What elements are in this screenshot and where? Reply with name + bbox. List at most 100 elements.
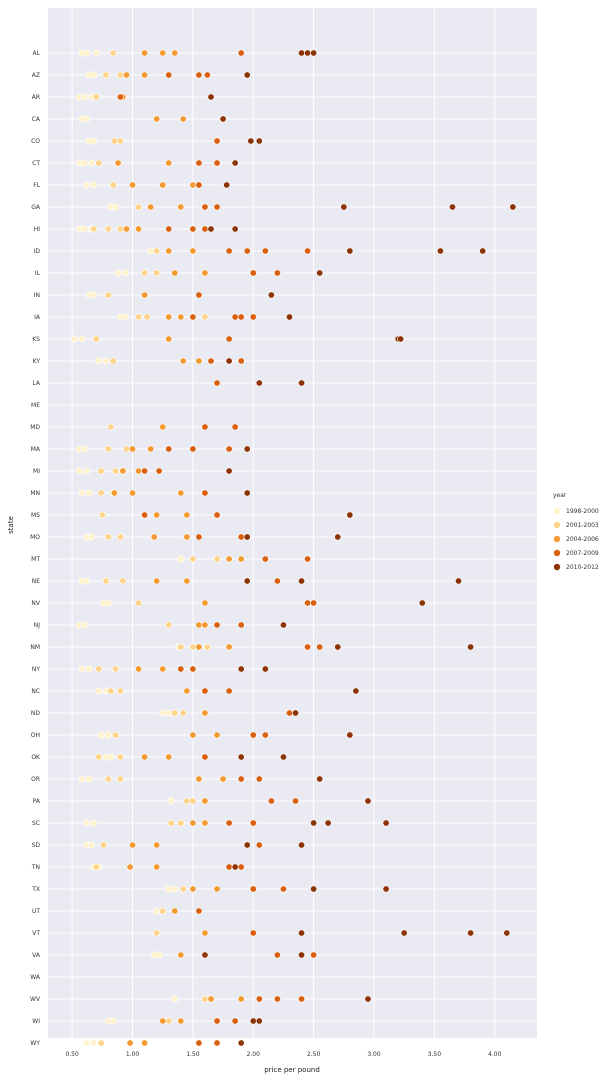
data-point (87, 533, 95, 541)
data-point (195, 775, 203, 783)
data-point (135, 599, 143, 607)
y-tick-label: OR (31, 776, 40, 783)
data-point (324, 819, 332, 827)
data-point (298, 841, 306, 849)
legend-swatch (553, 549, 561, 557)
data-point (203, 71, 211, 79)
data-point (223, 181, 231, 189)
data-point (237, 49, 245, 57)
data-point (237, 995, 245, 1003)
y-tick-label: AL (33, 50, 41, 57)
data-point (237, 775, 245, 783)
data-point (255, 379, 263, 387)
data-point (225, 863, 233, 871)
data-point (195, 643, 203, 651)
data-point (189, 731, 197, 739)
legend-swatch (553, 535, 561, 543)
data-point (129, 445, 137, 453)
data-point (110, 137, 118, 145)
y-tick-label: NM (30, 644, 40, 651)
data-point (189, 445, 197, 453)
data-point (165, 225, 173, 233)
data-point (110, 489, 118, 497)
data-point (334, 533, 342, 541)
data-point (298, 929, 306, 937)
data-point (177, 555, 185, 563)
data-point (109, 181, 117, 189)
data-point (201, 929, 209, 937)
data-point (249, 313, 257, 321)
data-point (382, 885, 390, 893)
y-tick-label: AZ (32, 72, 40, 79)
data-point (237, 621, 245, 629)
data-point (316, 643, 324, 651)
data-point (104, 599, 112, 607)
data-point (189, 797, 197, 805)
data-point (255, 137, 263, 145)
data-point (225, 819, 233, 827)
x-tick-label: 3.00 (367, 1051, 381, 1058)
data-point (310, 885, 318, 893)
data-point (147, 247, 155, 255)
data-point (201, 621, 209, 629)
data-point (135, 467, 143, 475)
data-point (213, 885, 221, 893)
data-point (249, 929, 257, 937)
data-point (346, 511, 354, 519)
data-point (261, 247, 269, 255)
data-point (114, 159, 122, 167)
y-tick-label: KS (32, 336, 40, 343)
data-point (201, 599, 209, 607)
data-point (112, 731, 120, 739)
data-point (237, 555, 245, 563)
data-point (95, 687, 103, 695)
data-point (261, 731, 269, 739)
y-tick-label: MD (30, 424, 40, 431)
data-point (177, 951, 185, 959)
legend-label: 1998-2000 (566, 508, 599, 515)
data-point (213, 379, 221, 387)
data-point (479, 247, 487, 255)
data-point (104, 445, 112, 453)
data-point (167, 797, 175, 805)
data-point (150, 533, 158, 541)
data-point (448, 203, 456, 211)
y-tick-labels: AL AZ AR CA CO CT FL GA HI ID IL IN IA KS KY LA ME MD MA MI… (30, 50, 41, 1047)
y-tick-label: HI (34, 226, 41, 233)
y-tick-label: VA (32, 952, 41, 959)
data-point (171, 709, 179, 717)
data-point (107, 687, 115, 695)
x-tick-label: 4.00 (488, 1051, 502, 1058)
data-point (100, 841, 108, 849)
data-point (225, 643, 233, 651)
y-tick-label: TN (31, 864, 40, 871)
data-point (213, 203, 221, 211)
data-point (400, 929, 408, 937)
data-point (509, 203, 517, 211)
data-point (201, 269, 209, 277)
data-points (71, 49, 517, 1047)
data-point (195, 71, 203, 79)
data-point (255, 1017, 263, 1025)
data-point (243, 489, 251, 497)
data-point (249, 885, 257, 893)
data-point (243, 841, 251, 849)
data-point (183, 511, 191, 519)
x-tick-label: 0.50 (65, 1051, 79, 1058)
data-point (213, 731, 221, 739)
data-point (153, 247, 161, 255)
y-tick-label: OH (31, 732, 40, 739)
data-point (102, 357, 110, 365)
data-point (114, 269, 122, 277)
y-tick-label: ME (31, 402, 40, 409)
x-tick-labels: 0.50 1.00 1.50 2.00 2.50 3.00 3.50 4.00 (65, 1051, 501, 1058)
data-point (397, 335, 405, 343)
data-point (112, 467, 120, 475)
data-point (177, 313, 185, 321)
data-point (195, 357, 203, 365)
data-point (201, 687, 209, 695)
data-point (95, 159, 103, 167)
data-point (97, 489, 105, 497)
y-tick-label: MN (30, 490, 40, 497)
data-point (122, 225, 130, 233)
